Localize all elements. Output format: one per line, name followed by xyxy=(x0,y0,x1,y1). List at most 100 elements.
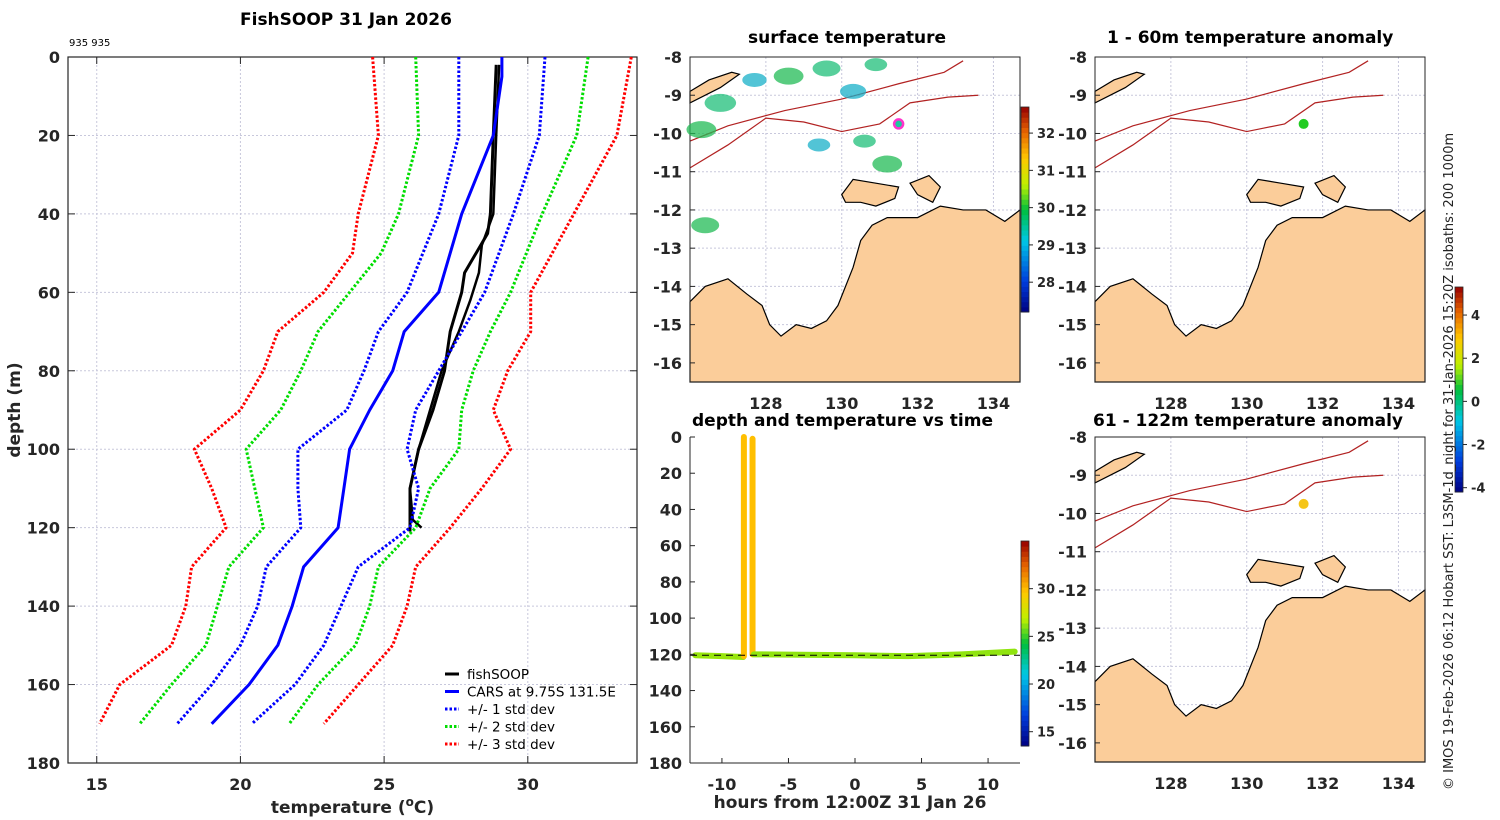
anomaly-shallow-title: 1 - 60m temperature anomaly xyxy=(1107,28,1394,48)
colorbar-segment xyxy=(1455,348,1463,355)
lat-tick-label: -12 xyxy=(1058,581,1087,600)
colorbar-frame xyxy=(1020,106,1030,313)
colorbar-segment xyxy=(1021,551,1029,557)
cobourg-peninsula xyxy=(1314,174,1347,204)
depth-time-title: depth and temperature vs time xyxy=(692,411,993,431)
y-tick-label: 160 xyxy=(649,718,682,737)
colorbar-tick-label: 32 xyxy=(1037,127,1055,142)
map-frame xyxy=(1094,436,1426,763)
colorbar-tick-label: 2 xyxy=(1471,352,1480,367)
colorbar-segment xyxy=(1021,710,1029,716)
x-tick-label: 5 xyxy=(916,775,927,794)
colorbar-segment xyxy=(1021,587,1029,593)
anomaly-deep-marker xyxy=(1298,498,1309,509)
colorbar-segment xyxy=(1021,117,1029,123)
lat-tick-label: -14 xyxy=(653,277,682,296)
colorbar-segment xyxy=(1021,556,1029,562)
y-tick-label: 40 xyxy=(38,205,60,224)
colorbar-segment xyxy=(1021,715,1029,721)
legend-label: +/- 2 std dev xyxy=(467,720,555,736)
legend-label: fishSOOP xyxy=(467,667,529,683)
lat-tick-label: -8 xyxy=(1069,48,1087,67)
map-frame xyxy=(1094,56,1426,383)
lon-tick-label: 130 xyxy=(825,394,858,413)
colorbar-segment xyxy=(1021,566,1029,573)
colorbar-segment xyxy=(1021,628,1029,634)
colorbar-tick-label: 0 xyxy=(1471,395,1480,410)
sst-data-patch xyxy=(872,155,903,173)
colorbar-segment xyxy=(1455,379,1463,385)
isobath-line xyxy=(689,60,964,142)
colorbar-segment xyxy=(1021,296,1029,303)
anomaly-shallow-marker xyxy=(1298,118,1309,129)
plot-frame xyxy=(67,56,638,764)
y-tick-label: 160 xyxy=(27,676,60,695)
colorbar-segment xyxy=(1021,694,1029,701)
colorbar-segment xyxy=(1021,240,1029,246)
colorbar-tick-label: -2 xyxy=(1471,439,1485,454)
colorbar-segment xyxy=(1455,322,1463,329)
profile-chart: 15 20 25 30 0 20 40 60 80 100 120 140 160 180 temperat… xyxy=(5,48,638,818)
colorbar-segment xyxy=(1455,343,1463,349)
colorbar-segment xyxy=(1455,404,1463,411)
colorbar-segment xyxy=(1021,679,1029,685)
lon-tick-label: 130 xyxy=(1230,774,1263,793)
colorbar-segment xyxy=(1021,235,1029,241)
colorbar-tick-label: 20 xyxy=(1037,678,1055,693)
colorbar-segment xyxy=(1021,286,1029,292)
lat-tick-label: -9 xyxy=(664,86,682,105)
colorbar-segment xyxy=(1021,265,1029,272)
colorbar-segment xyxy=(1455,410,1463,416)
colorbar-segment xyxy=(1455,374,1463,380)
lat-tick-label: -14 xyxy=(1058,277,1087,296)
colorbar-segment xyxy=(1455,430,1463,437)
colorbar-segment xyxy=(1021,720,1029,726)
sst-data-patch xyxy=(742,72,767,87)
anomaly-deep-panel: -8 -9 -10 -11 -12 -13 -14 -15 -16 128 130 132 134 xyxy=(1058,428,1426,793)
colorbar-segment xyxy=(1455,451,1463,457)
lon-tick-label: 128 xyxy=(1154,394,1187,413)
colorbar-segment xyxy=(1455,420,1463,426)
series--2-std-dev-low xyxy=(138,56,421,725)
colorbar-segment xyxy=(1455,328,1463,334)
colorbar-segment xyxy=(1021,163,1029,169)
y-tick-label: 120 xyxy=(27,519,60,538)
lat-tick-label: -16 xyxy=(1058,354,1087,373)
colorbar-segment xyxy=(1021,576,1029,583)
colorbar-segment xyxy=(1021,219,1029,226)
legend-label: CARS at 9.75S 131.5E xyxy=(467,685,616,701)
lon-tick-label: 128 xyxy=(749,394,782,413)
colorbar-tick-label: 30 xyxy=(1037,583,1055,598)
x-tick-label: 30 xyxy=(517,775,539,794)
colorbar-segment xyxy=(1021,612,1029,619)
lat-tick-label: -13 xyxy=(653,239,682,258)
colorbar-segment xyxy=(1021,137,1029,144)
colorbar-segment xyxy=(1455,445,1463,452)
surface-colorbar: 28 29 30 31 32 xyxy=(1020,106,1055,313)
colorbar-segment xyxy=(1455,456,1463,462)
colorbar-frame xyxy=(1454,286,1464,493)
x-tick-label: 0 xyxy=(849,775,860,794)
colorbar-segment xyxy=(1021,260,1029,267)
colorbar-segment xyxy=(1455,307,1463,314)
colorbar-segment xyxy=(1021,669,1029,675)
colorbar-tick-label: 25 xyxy=(1037,630,1055,645)
sst-data-patch xyxy=(686,121,717,139)
colorbar-segment xyxy=(1021,127,1029,134)
y-axis-label: depth (m) xyxy=(5,362,25,457)
lon-tick-label: 130 xyxy=(1230,394,1263,413)
lon-tick-label: 128 xyxy=(1154,774,1187,793)
colorbar-segment xyxy=(1455,297,1463,303)
colorbar-segment xyxy=(1455,312,1463,319)
colorbar-segment xyxy=(1021,173,1029,180)
colorbar-segment xyxy=(1021,281,1029,287)
colorbar-segment xyxy=(1021,541,1029,547)
colorbar-segment xyxy=(1021,633,1029,639)
anomaly-shallow-panel: -8 -9 -10 -11 -12 -13 -14 -15 -16 128 130 132 134 xyxy=(1058,48,1426,413)
lat-tick-label: -10 xyxy=(1058,504,1087,523)
colorbar-segment xyxy=(1455,338,1463,344)
colorbar-segment xyxy=(1021,271,1029,277)
x-axis-label: temperature (oC) xyxy=(271,795,434,818)
colorbar-tick-label: -4 xyxy=(1471,482,1485,497)
